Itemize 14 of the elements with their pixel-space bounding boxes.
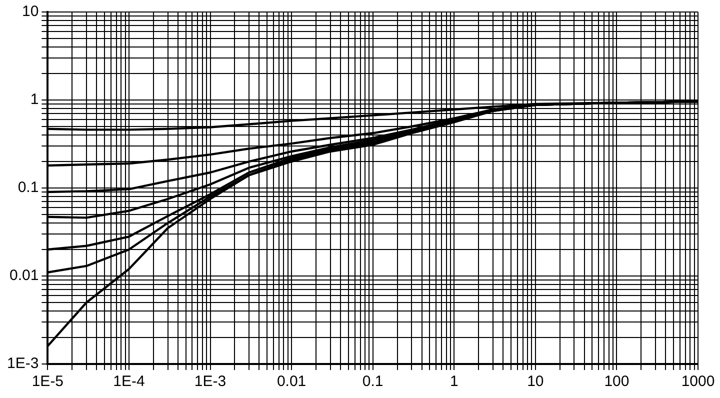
y-tick-label: 0.1 — [18, 179, 39, 196]
x-tick-label: 0.01 — [276, 373, 306, 390]
x-tick-label: 0.1 — [362, 373, 384, 390]
x-tick-label: 1E-3 — [194, 373, 226, 390]
x-tick-label: 1E-4 — [113, 373, 145, 390]
x-tick-label: 1E-5 — [32, 373, 64, 390]
x-tick-label: 10 — [527, 373, 544, 390]
x-tick-label: 100 — [604, 373, 630, 390]
x-tick-label: 1000 — [681, 373, 715, 390]
y-tick-label: 1E-3 — [6, 355, 39, 372]
y-tick-label: 10 — [22, 3, 39, 20]
y-tick-label: 0.01 — [9, 267, 39, 284]
y-tick-label: 1 — [30, 91, 39, 108]
x-tick-label: 1 — [450, 373, 458, 390]
